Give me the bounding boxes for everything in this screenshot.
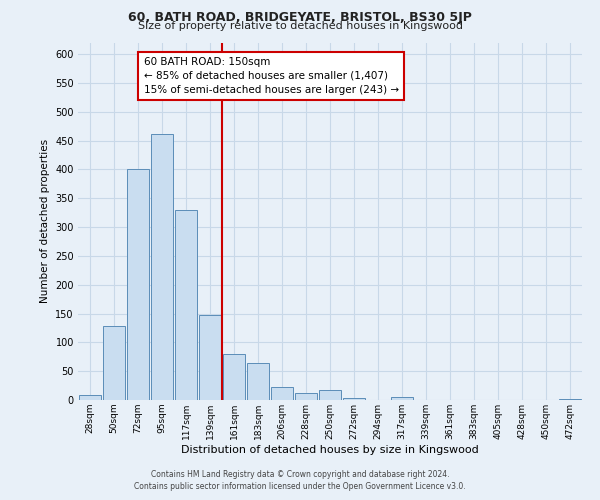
X-axis label: Distribution of detached houses by size in Kingswood: Distribution of detached houses by size … (181, 444, 479, 454)
Bar (199, 315, 221, 400)
Text: Size of property relative to detached houses in Kingswood: Size of property relative to detached ho… (137, 21, 463, 31)
Bar (175, 210, 197, 400)
Bar (79, 396, 101, 400)
Bar (319, 390, 341, 400)
Bar (127, 170, 149, 400)
Bar (391, 397, 413, 400)
Bar (343, 398, 365, 400)
Bar (271, 388, 293, 400)
Bar (151, 134, 173, 400)
Text: 60 BATH ROAD: 150sqm
← 85% of detached houses are smaller (1,407)
15% of semi-de: 60 BATH ROAD: 150sqm ← 85% of detached h… (143, 57, 398, 95)
Y-axis label: Number of detached properties: Number of detached properties (40, 139, 50, 304)
Bar (103, 326, 125, 400)
Bar (559, 399, 581, 400)
Bar (247, 362, 269, 400)
Text: Contains HM Land Registry data © Crown copyright and database right 2024.
Contai: Contains HM Land Registry data © Crown c… (134, 470, 466, 491)
Text: 60, BATH ROAD, BRIDGEYATE, BRISTOL, BS30 5JP: 60, BATH ROAD, BRIDGEYATE, BRISTOL, BS30… (128, 11, 472, 24)
Bar (223, 354, 245, 400)
Bar (295, 393, 317, 400)
